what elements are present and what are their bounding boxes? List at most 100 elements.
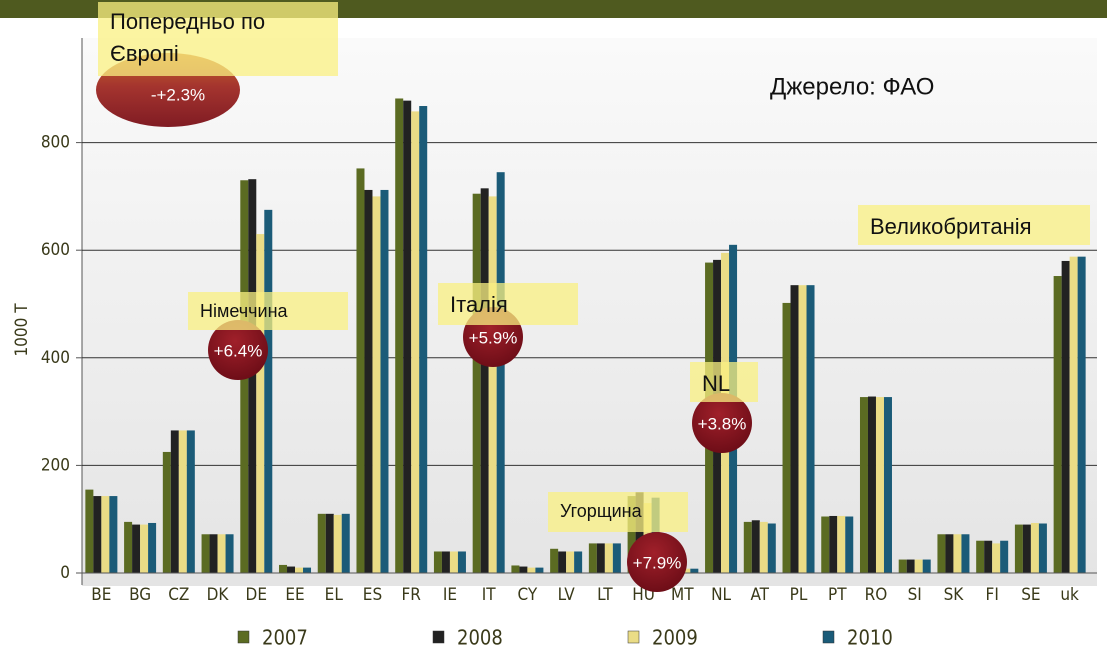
bar: [287, 566, 296, 573]
badge-label: +7.9%: [633, 553, 682, 572]
x-tick-label: uk: [1060, 585, 1079, 605]
legend-swatch: [627, 630, 640, 644]
bar: [1000, 540, 1009, 573]
bar: [449, 551, 458, 573]
bar: [992, 543, 1001, 573]
bar: [186, 430, 195, 573]
bar: [217, 534, 226, 573]
x-tick-label: BE: [91, 585, 111, 605]
bar: [225, 534, 234, 573]
badge-label: +5.9%: [469, 328, 518, 347]
bar: [922, 559, 931, 573]
x-tick-label: EE: [285, 585, 304, 605]
bar: [1030, 522, 1039, 573]
x-tick-label: CZ: [168, 585, 189, 605]
x-tick-label: IE: [443, 585, 457, 605]
x-tick-label: LT: [597, 585, 613, 605]
bar: [690, 568, 699, 573]
badge-label: +3.8%: [698, 414, 747, 433]
bar: [364, 189, 373, 573]
bar: [743, 521, 752, 573]
legend-swatch: [237, 630, 250, 644]
x-tick-label: MT: [671, 585, 694, 605]
bar: [264, 209, 273, 573]
bar: [201, 534, 210, 573]
bar: [821, 516, 830, 573]
bar: [472, 193, 481, 573]
bar: [101, 496, 110, 573]
bar: [433, 551, 442, 573]
x-tick-label: PT: [828, 585, 847, 605]
badge: [627, 532, 687, 592]
annotation-label: Угорщина: [548, 492, 688, 532]
bar: [140, 524, 149, 573]
bar: [612, 543, 621, 573]
bar: [976, 540, 985, 573]
bar: [411, 111, 420, 574]
bar: [85, 489, 94, 573]
bar: [317, 513, 326, 573]
bar: [1061, 260, 1070, 573]
bar: [751, 520, 760, 573]
legend-label: 2008: [457, 626, 503, 650]
bar: [1053, 276, 1062, 573]
x-tick-label: SK: [944, 585, 965, 605]
x-tick-label: SI: [908, 585, 922, 605]
x-tick-label: DK: [207, 585, 230, 605]
annotation-label: Попередньо по Європі: [98, 2, 338, 76]
annotation-label: NL: [690, 362, 758, 402]
bar: [953, 534, 962, 573]
bar: [945, 534, 954, 573]
bar: [1014, 524, 1023, 573]
bar: [627, 496, 636, 573]
bar: [867, 396, 876, 573]
bar: [457, 551, 466, 573]
bar: [550, 548, 559, 573]
bar: [596, 543, 605, 573]
x-tick-label: EL: [325, 585, 344, 605]
bar: [1022, 524, 1031, 573]
badge-label: -+2.3%: [151, 85, 205, 104]
bar: [1038, 523, 1047, 573]
bar: [395, 98, 404, 573]
y-tick-label: 600: [41, 240, 70, 260]
bar: [178, 430, 187, 573]
y-axis-label: 1000 T: [12, 303, 32, 357]
bar: [1077, 256, 1086, 573]
bar: [295, 567, 304, 573]
bar: [914, 559, 923, 573]
bar: [906, 559, 915, 573]
bar: [341, 513, 350, 573]
legend-label: 2009: [652, 626, 698, 650]
bar: [898, 559, 907, 573]
x-tick-label: LV: [558, 585, 576, 605]
bar: [790, 285, 799, 573]
bar: [124, 521, 133, 573]
bar: [380, 189, 389, 573]
bar: [325, 513, 334, 573]
x-tick-label: ES: [363, 585, 382, 605]
bar: [496, 172, 505, 573]
bar: [961, 534, 970, 573]
bar: [333, 514, 342, 573]
y-tick-label: 200: [41, 455, 70, 475]
bar: [875, 397, 884, 573]
bar: [984, 540, 993, 573]
legend-swatch: [822, 630, 835, 644]
bar: [527, 567, 536, 573]
bar: [148, 522, 157, 573]
bar: [109, 496, 118, 573]
x-tick-label: IT: [482, 585, 497, 605]
bar: [256, 234, 265, 573]
bar: [209, 534, 218, 573]
badge-label: +6.4%: [214, 341, 263, 360]
badge: [208, 320, 268, 380]
bar: [162, 451, 171, 573]
bar: [511, 565, 520, 573]
x-tick-label: DE: [246, 585, 267, 605]
y-tick-label: 400: [41, 348, 70, 368]
bar: [682, 568, 691, 573]
x-tick-label: FI: [986, 585, 999, 605]
badge: [692, 393, 752, 453]
bar: [759, 521, 768, 573]
